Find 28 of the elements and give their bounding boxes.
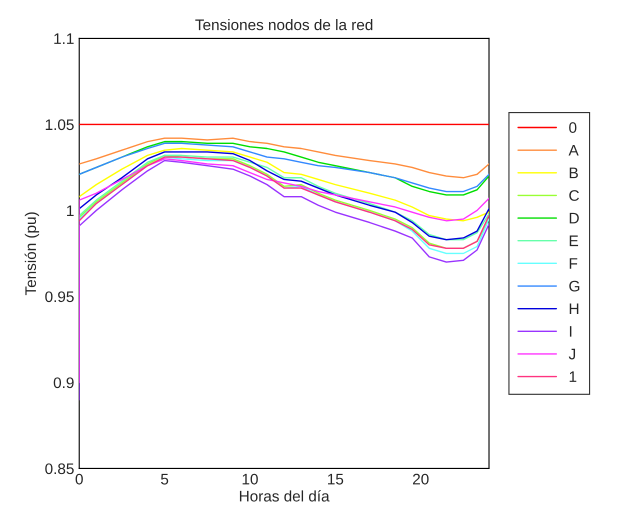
legend-label: E [570,236,578,246]
y-axis-title: Tensión (pu) [24,212,40,296]
legend-label: I [570,326,572,337]
legend-label: 0 [569,122,576,133]
y-tick-label: 0.9 [54,377,74,388]
y-tick-label: 1.05 [46,119,74,130]
line-series [79,137,490,178]
y-tick-label: 1.1 [54,33,74,44]
x-tick-label: 20 [412,474,429,485]
y-tick-label: 0.95 [45,291,74,302]
legend-label: H [570,303,578,314]
legend-label: A [568,144,579,156]
legend-label: G [569,280,580,292]
y-tick-label: 0.85 [45,463,74,474]
y-tick-label: 1 [67,205,74,216]
legend-label: J [568,348,576,360]
x-tick-label: 10 [242,474,258,485]
legend-label: C [569,190,579,201]
legend-label: D [570,212,579,224]
legend-label: F [570,258,578,269]
legend-label: B [570,168,578,178]
chart-title: Tensiones nodos de la red [195,18,372,30]
line-series [79,148,490,222]
x-axis-title: Horas del día [240,490,330,502]
x-tick-label: 15 [328,474,344,485]
x-tick-label: 0 [76,474,83,485]
x-tick-label: 5 [160,474,168,485]
legend-label: 1 [570,371,576,382]
